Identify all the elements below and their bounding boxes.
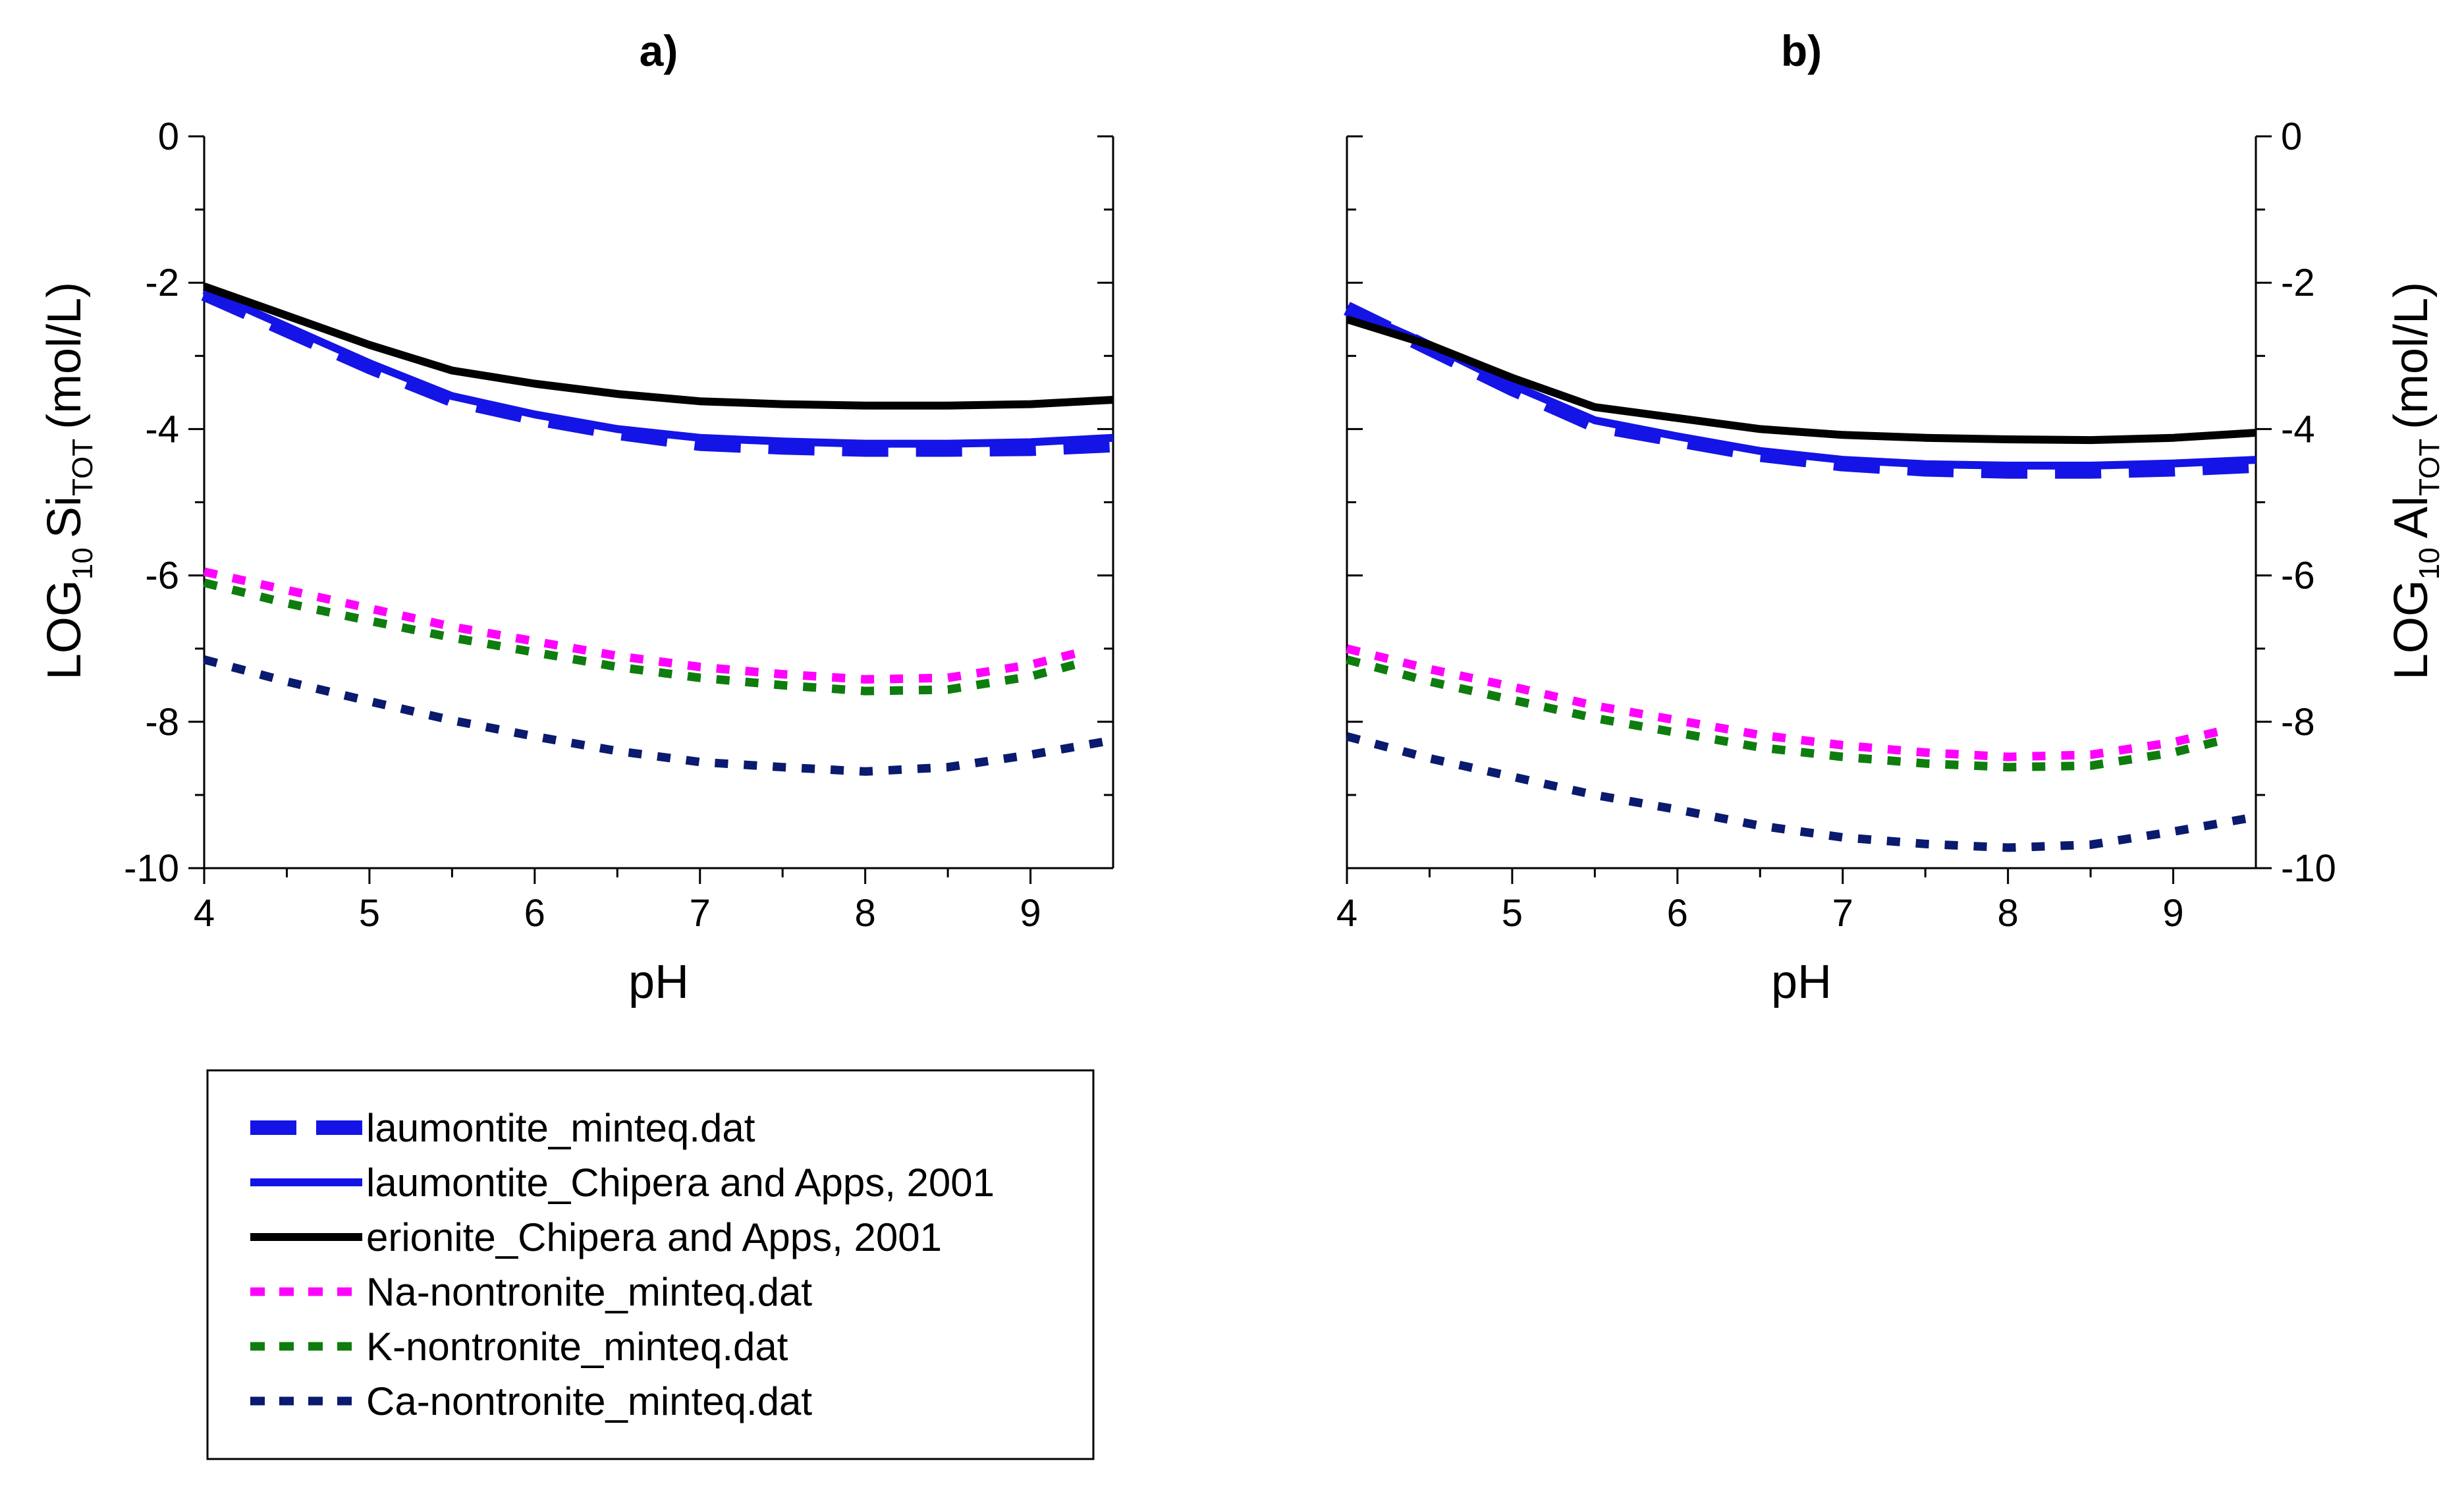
panel-b-x-tick-label: 8 <box>1998 892 2019 935</box>
panel-b-y-tick-label: -8 <box>2281 701 2315 744</box>
panel-b-x-tick-label: 9 <box>2162 892 2183 935</box>
legend-entry: K-nontronite_minteq.dat <box>250 1325 788 1369</box>
panel-b: b) 0 -2 -4 -6 -8 -10 4 5 6 7 8 9 pH LOG10AlTOT(mol/… <box>1336 26 2446 1008</box>
panel-a-x-tick-label: 6 <box>524 892 545 935</box>
panel-a-y-axis-title: LOG10SiTOT(mol/L) <box>38 282 99 680</box>
panel-b-series-k-nontronite-minteq-dat <box>1346 655 2224 772</box>
legend-entry: Ca-nontronite_minteq.dat <box>250 1379 812 1423</box>
panel-a-x-tick-label: 4 <box>194 892 215 935</box>
panel-b-x-tick-label: 6 <box>1667 892 1688 935</box>
panel-b-series-erionite-chipera-and-apps-2001 <box>1346 316 2257 445</box>
legend-entry: Na-nontronite_minteq.dat <box>250 1270 812 1314</box>
panel-b-series-na-nontronite-minteq-dat <box>1346 644 2224 761</box>
panel-a-series-laumontite-chipera-and-apps-2001 <box>202 286 1114 448</box>
panel-b-x-tick-label: 7 <box>1832 892 1853 935</box>
panel-a-x-tick-label: 5 <box>359 892 380 935</box>
panel-b-y-tick-label: 0 <box>2281 115 2302 158</box>
legend-label: laumontite_minteq.dat <box>366 1106 755 1150</box>
panel-a-y-tick-label: -8 <box>145 701 179 744</box>
panel-b-x-tick-label: 4 <box>1336 892 1357 935</box>
legend: laumontite_minteq.dat laumontite_Chipera … <box>206 1069 1095 1460</box>
legend-box <box>206 1069 1095 1460</box>
panel-b-x-axis-title: pH <box>1771 956 1832 1008</box>
legend-label: Ca-nontronite_minteq.dat <box>366 1379 812 1423</box>
panel-a-y-tick-label: -10 <box>124 847 179 890</box>
panel-a-y-tick-label: 0 <box>158 115 179 158</box>
panel-a-y-tick-label: -2 <box>145 261 179 304</box>
panel-a-series-na-nontronite-minteq-dat <box>203 567 1081 684</box>
panel-b-y-tick-label: -10 <box>2281 847 2336 890</box>
panel-a-series-erionite-chipera-and-apps-2001 <box>202 283 1114 410</box>
panel-b-y-tick-label: -2 <box>2281 261 2315 304</box>
legend-label: K-nontronite_minteq.dat <box>366 1325 788 1369</box>
legend-label: laumontite_Chipera and Apps, 2001 <box>366 1161 995 1205</box>
panel-a-series-ca-nontronite-minteq-dat <box>203 655 1114 776</box>
legend-entry: laumontite_Chipera and Apps, 2001 <box>250 1161 995 1205</box>
panel-a-title: a) <box>640 26 678 75</box>
panel-a-y-tick-label: -4 <box>145 408 179 451</box>
legend-label: erionite_Chipera and Apps, 2001 <box>366 1215 942 1259</box>
legend-label: Na-nontronite_minteq.dat <box>366 1270 812 1314</box>
panel-a-y-tick-label: -6 <box>145 555 179 597</box>
legend-entry: erionite_Chipera and Apps, 2001 <box>250 1215 942 1259</box>
panel-b-y-tick-label: -4 <box>2281 408 2315 451</box>
panel-b-y-tick-label: -6 <box>2281 555 2315 597</box>
legend-entry: laumontite_minteq.dat <box>250 1106 755 1150</box>
panel-b-series-ca-nontronite-minteq-dat <box>1346 732 2257 852</box>
panel-b-x-tick-label: 5 <box>1502 892 1523 935</box>
panel-b-y-axis-title: LOG10AlTOT(mol/L) <box>2385 282 2446 680</box>
panel-a-x-tick-label: 9 <box>1020 892 1041 935</box>
panel-b-title: b) <box>1781 26 1822 75</box>
panel-a-x-axis-title: pH <box>628 956 689 1008</box>
panel-a-x-tick-label: 7 <box>690 892 711 935</box>
panel-b-series-laumontite-chipera-and-apps-2001 <box>1345 304 2257 470</box>
panel-a-x-tick-label: 8 <box>855 892 876 935</box>
panel-a-series-k-nontronite-minteq-dat <box>203 578 1081 696</box>
panel-a: a) 0 -2 -4 -6 -8 -10 4 5 6 7 8 9 pH LOG10SiTOT(mol/… <box>38 26 1114 1008</box>
